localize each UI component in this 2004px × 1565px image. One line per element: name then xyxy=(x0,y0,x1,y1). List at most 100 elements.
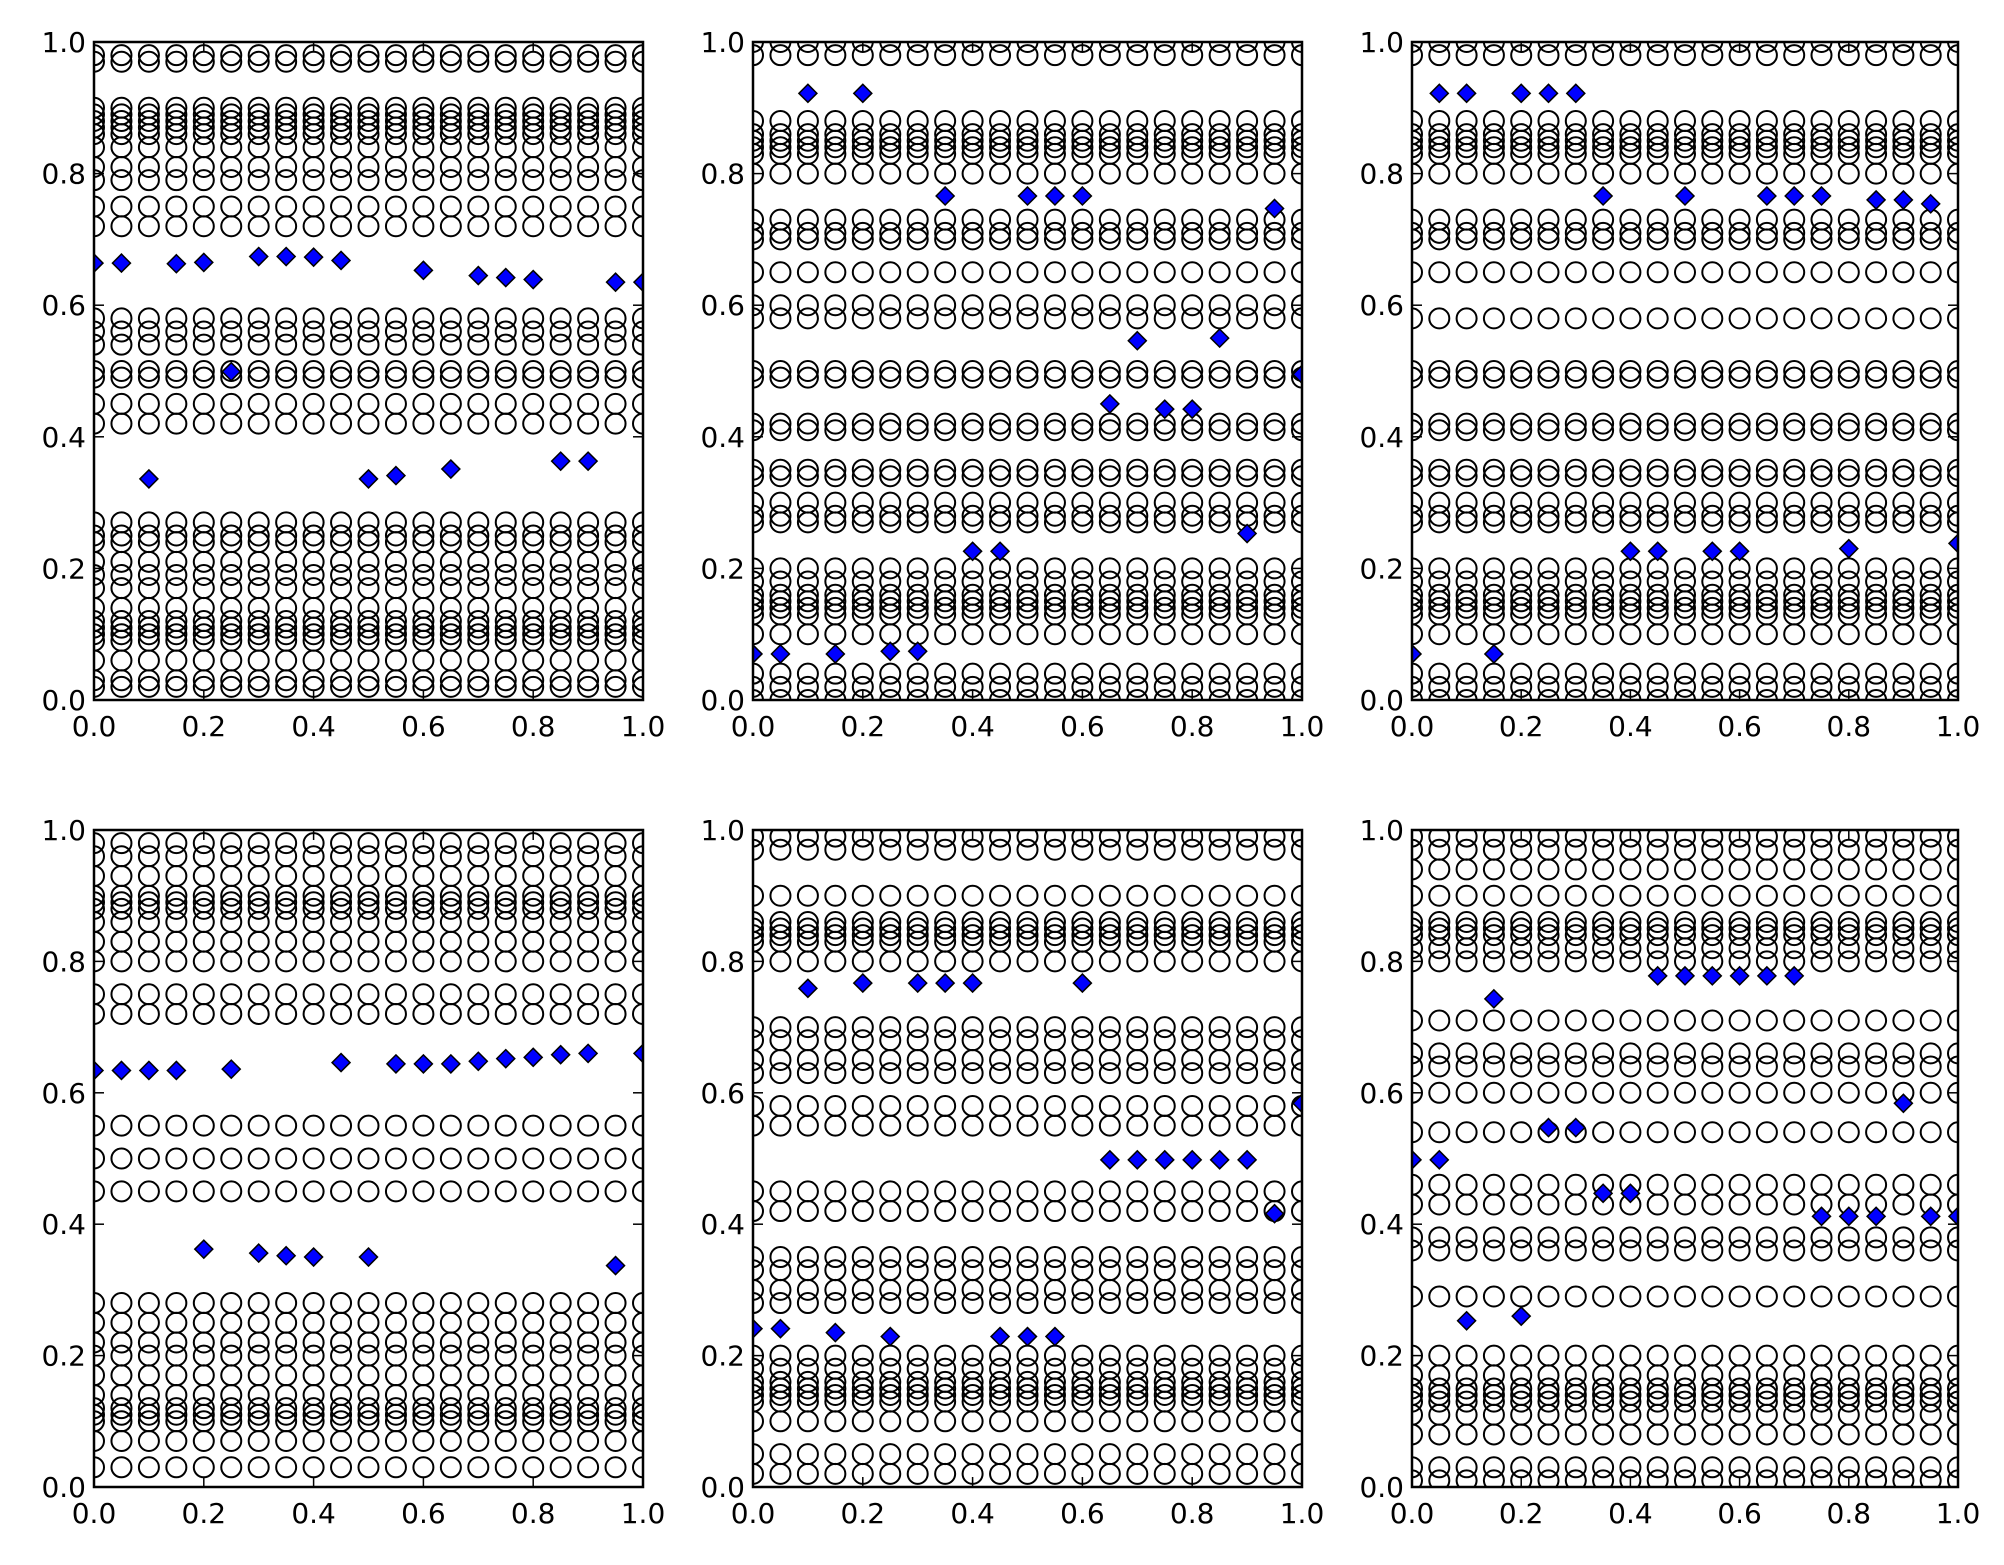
circle-point xyxy=(1892,511,1915,534)
circle-point xyxy=(906,366,929,389)
circle-point xyxy=(192,1397,215,1420)
circle-point xyxy=(94,1410,105,1433)
circle-point xyxy=(165,320,188,343)
circle-point xyxy=(989,1016,1012,1039)
circle-point xyxy=(632,1364,643,1387)
circle-point xyxy=(1291,109,1302,132)
circle-point xyxy=(1043,44,1066,67)
circle-point xyxy=(906,162,929,185)
circle-point xyxy=(1619,307,1642,330)
circle-point xyxy=(1071,1114,1094,1137)
circle-point xyxy=(247,109,270,132)
circle-point xyxy=(1428,623,1451,646)
circle-point xyxy=(110,1292,133,1315)
circle-point xyxy=(94,629,105,652)
circle-point xyxy=(467,333,490,356)
circle-point xyxy=(1455,662,1478,685)
circle-point xyxy=(961,1016,984,1039)
circle-point xyxy=(989,1048,1012,1071)
circle-point xyxy=(1263,360,1286,382)
circle-point xyxy=(1043,1462,1066,1485)
circle-point xyxy=(1646,884,1669,907)
circle-point xyxy=(357,366,380,389)
circle-point xyxy=(1043,884,1066,907)
circle-point xyxy=(769,884,792,907)
circle-point xyxy=(357,215,380,238)
circle-point xyxy=(879,1443,902,1466)
circle-point xyxy=(934,1292,957,1315)
circle-point xyxy=(1783,1403,1806,1426)
circle-point xyxy=(1892,136,1915,159)
circle-point xyxy=(1291,1048,1302,1071)
circle-point xyxy=(1755,623,1778,646)
circle-point xyxy=(1482,511,1505,534)
circle-point xyxy=(1537,1423,1560,1446)
circle-point xyxy=(522,1344,545,1367)
x-tick-label: 0.0 xyxy=(72,710,117,743)
circle-point xyxy=(1892,366,1915,389)
circle-point xyxy=(1236,950,1259,973)
circle-point xyxy=(1153,590,1176,613)
circle-point xyxy=(302,136,325,159)
circle-point xyxy=(1837,838,1860,861)
circle-point xyxy=(439,649,462,672)
circle-point xyxy=(934,1246,957,1269)
circle-point xyxy=(1865,1042,1888,1065)
circle-point xyxy=(1919,360,1942,382)
circle-point xyxy=(1428,129,1451,152)
circle-point xyxy=(467,392,490,415)
circle-point xyxy=(1428,910,1451,933)
circle-point xyxy=(412,1147,435,1170)
circle-point xyxy=(1236,412,1259,435)
circle-point xyxy=(1947,504,1958,527)
circle-point xyxy=(1126,221,1149,244)
circle-point xyxy=(110,884,133,907)
circle-point xyxy=(1592,937,1615,960)
circle-point xyxy=(1564,557,1587,580)
circle-point xyxy=(275,1344,298,1367)
circle-point xyxy=(1153,1410,1176,1433)
circle-point xyxy=(604,1397,627,1420)
circle-point xyxy=(1919,884,1942,907)
circle-point xyxy=(851,557,874,580)
circle-point xyxy=(796,261,819,284)
circle-point xyxy=(1455,1456,1478,1479)
circle-point xyxy=(467,1456,490,1479)
circle-point xyxy=(1619,1009,1642,1032)
circle-point xyxy=(604,136,627,159)
circle-point xyxy=(1592,662,1615,685)
circle-point xyxy=(1016,42,1039,53)
circle-point xyxy=(275,884,298,907)
circle-point xyxy=(1947,1390,1958,1413)
circle-point xyxy=(1592,1403,1615,1426)
circle-point xyxy=(192,307,215,330)
circle-point xyxy=(1098,1377,1121,1400)
circle-point xyxy=(604,675,627,698)
x-tick-label: 0.6 xyxy=(1060,710,1105,743)
circle-point xyxy=(330,1344,353,1367)
circle-point xyxy=(824,261,847,284)
circle-point xyxy=(1701,590,1724,613)
circle-point xyxy=(302,320,325,343)
circle-point xyxy=(1947,596,1958,619)
circle-point xyxy=(577,412,600,435)
circle-point xyxy=(1153,1114,1176,1137)
circle-point xyxy=(1619,511,1642,534)
circle-point xyxy=(412,1397,435,1420)
circle-point xyxy=(1263,838,1286,861)
circle-point xyxy=(604,930,627,953)
circle-point xyxy=(1412,1423,1423,1446)
circle-point xyxy=(494,845,517,868)
circle-point xyxy=(1919,689,1942,700)
circle-point xyxy=(275,1002,298,1025)
circle-point xyxy=(604,50,627,73)
subplot-3: 0.0 0.2 0.4 0.6 0.8 1.00.00.20.40.60.81.0 xyxy=(1359,26,1980,743)
circle-point xyxy=(1510,1081,1533,1104)
circle-point xyxy=(604,156,627,179)
circle-point xyxy=(494,832,517,855)
circle-point xyxy=(330,563,353,586)
circle-point xyxy=(1016,1062,1039,1085)
circle-point xyxy=(604,669,627,692)
circle-point xyxy=(467,616,490,639)
circle-point xyxy=(275,1292,298,1315)
